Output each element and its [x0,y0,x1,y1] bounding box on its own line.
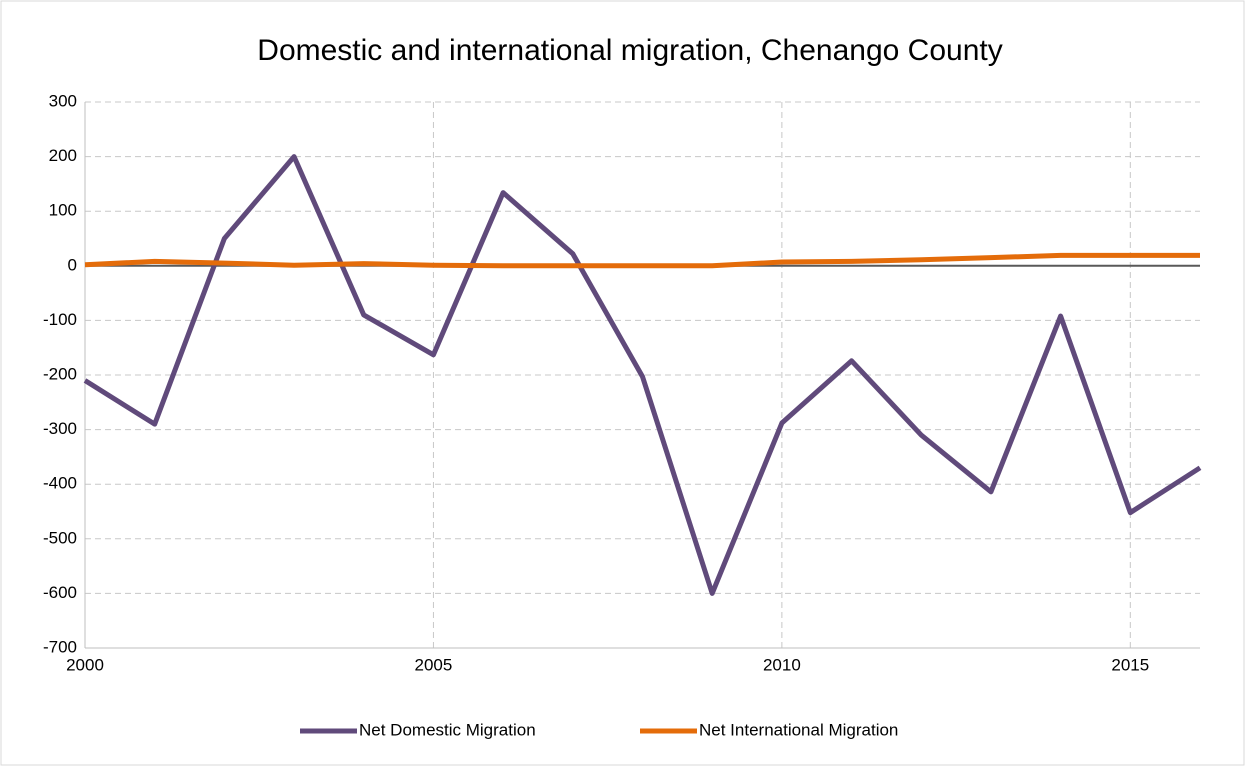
y-tick-label: 0 [68,255,77,274]
x-tick-label: 2000 [66,655,104,674]
y-tick-label: -700 [43,637,77,656]
y-tick-label: -500 [43,528,77,547]
y-tick-label: 100 [49,201,77,220]
y-tick-label: -400 [43,474,77,493]
y-tick-label: -100 [43,310,77,329]
y-tick-label: 300 [49,91,77,110]
data-line [84,252,1200,269]
x-tick-label: 2010 [763,655,801,674]
y-tick-label: -300 [43,419,77,438]
legend-label: Net Domestic Migration [359,720,536,739]
legend-label: Net International Migration [699,720,898,739]
y-tick-label: 200 [49,146,77,165]
x-tick-label: 2015 [1111,655,1149,674]
y-tick-label: -600 [43,583,77,602]
x-tick-label: 2005 [415,655,453,674]
y-tick-label: -200 [43,364,77,383]
chart-title: Domestic and international migration, Ch… [257,34,1002,67]
data-line [83,154,1202,596]
